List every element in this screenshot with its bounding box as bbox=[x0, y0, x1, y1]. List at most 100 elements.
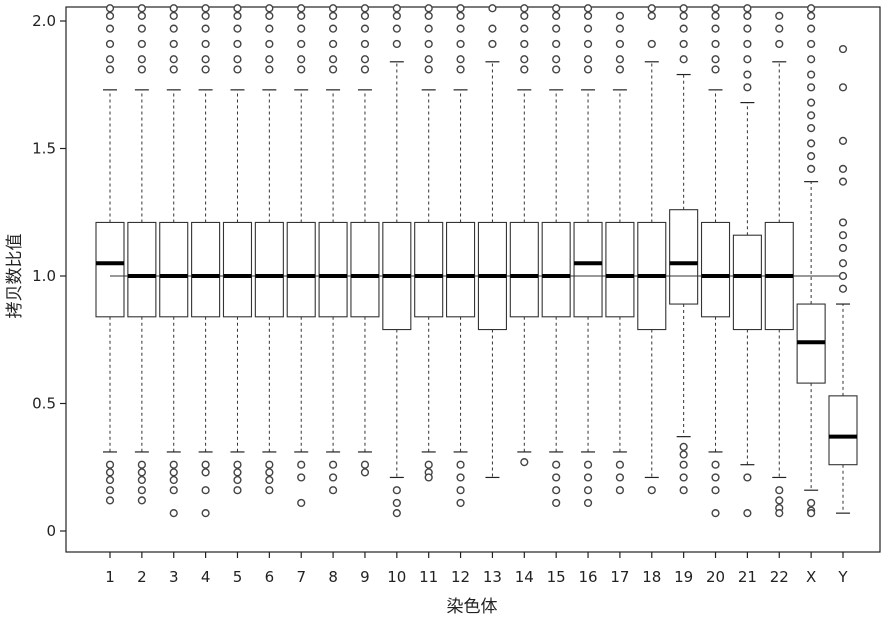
outlier-point bbox=[838, 44, 848, 54]
outlier-point bbox=[520, 55, 529, 64]
y-axis: 0 0.5 1.0 1.5 2.0 bbox=[32, 12, 66, 540]
outlier-point bbox=[743, 473, 752, 482]
outlier-point bbox=[615, 55, 625, 64]
outlier-point bbox=[711, 24, 720, 33]
outlier-point bbox=[711, 486, 720, 495]
outlier-point bbox=[137, 486, 146, 495]
outlier-point bbox=[169, 509, 178, 518]
outlier-point bbox=[233, 65, 242, 74]
outlier-point bbox=[807, 152, 816, 161]
outlier-point bbox=[105, 460, 115, 469]
outlier-point bbox=[328, 486, 338, 495]
outlier-point bbox=[137, 460, 146, 469]
outlier-point bbox=[169, 11, 178, 21]
outlier-point bbox=[297, 473, 306, 482]
outlier-point bbox=[456, 486, 465, 495]
outlier-point bbox=[520, 458, 529, 467]
outlier-point bbox=[711, 65, 720, 74]
outlier-point bbox=[615, 24, 625, 33]
outlier-point bbox=[456, 473, 465, 482]
box-group-3 bbox=[159, 4, 189, 518]
outlier-point bbox=[488, 4, 497, 13]
y-tick-label: 1.0 bbox=[32, 267, 56, 285]
outlier-point bbox=[615, 65, 625, 74]
box-iqr bbox=[541, 221, 571, 318]
y-tick-label: 2.0 bbox=[32, 12, 56, 30]
outlier-point bbox=[360, 11, 370, 21]
outlier-point bbox=[265, 4, 274, 13]
outlier-point bbox=[392, 509, 401, 518]
outlier-point bbox=[583, 39, 593, 49]
outlier-point bbox=[647, 4, 656, 13]
outlier-point bbox=[711, 473, 720, 482]
x-tick-label: 19 bbox=[674, 568, 693, 586]
outlier-point bbox=[265, 460, 274, 469]
box-iqr bbox=[222, 221, 253, 318]
outlier-point bbox=[807, 11, 816, 21]
box-group-19 bbox=[669, 4, 699, 495]
outlier-point bbox=[201, 11, 210, 21]
outlier-point bbox=[169, 24, 178, 33]
outlier-point bbox=[105, 468, 115, 477]
outlier-point bbox=[552, 55, 561, 64]
outlier-point bbox=[679, 473, 688, 482]
box-series bbox=[95, 4, 858, 518]
outlier-point bbox=[360, 4, 370, 13]
box-iqr bbox=[828, 395, 858, 466]
outlier-point bbox=[424, 39, 433, 49]
outlier-point bbox=[520, 11, 529, 21]
outlier-point bbox=[838, 177, 848, 186]
outlier-point bbox=[775, 496, 784, 505]
outlier-point bbox=[838, 284, 848, 293]
outlier-point bbox=[679, 4, 688, 13]
outlier-point bbox=[137, 24, 146, 33]
outlier-point bbox=[169, 4, 178, 13]
outlier-point bbox=[711, 39, 720, 49]
outlier-point bbox=[360, 24, 370, 33]
outlier-point bbox=[201, 39, 210, 49]
box-group-15 bbox=[541, 4, 571, 508]
outlier-point bbox=[807, 124, 816, 133]
outlier-point bbox=[552, 65, 561, 74]
x-tick-label: 18 bbox=[642, 568, 661, 586]
outlier-point bbox=[775, 509, 784, 518]
outlier-point bbox=[105, 55, 115, 64]
outlier-point bbox=[105, 496, 115, 505]
outlier-point bbox=[360, 39, 370, 49]
outlier-point bbox=[456, 55, 465, 64]
outlier-point bbox=[360, 460, 370, 469]
x-tick-label: 12 bbox=[451, 568, 470, 586]
x-tick-label: 5 bbox=[233, 568, 243, 586]
x-tick-label: Y bbox=[837, 568, 848, 586]
x-tick-label: 20 bbox=[706, 568, 725, 586]
outlier-point bbox=[265, 475, 274, 485]
outlier-point bbox=[711, 55, 720, 64]
outlier-point bbox=[583, 65, 593, 74]
x-tick-label: 9 bbox=[360, 568, 370, 586]
box-group-X bbox=[796, 4, 826, 518]
outlier-point bbox=[583, 11, 593, 21]
outlier-point bbox=[775, 486, 784, 495]
outlier-point bbox=[807, 4, 816, 13]
outlier-point bbox=[615, 486, 625, 495]
outlier-point bbox=[105, 39, 115, 49]
outlier-point bbox=[265, 468, 274, 477]
outlier-point bbox=[552, 486, 561, 495]
outlier-point bbox=[552, 11, 561, 21]
box-group-4 bbox=[191, 4, 221, 518]
outlier-point bbox=[233, 4, 242, 13]
outlier-point bbox=[743, 509, 752, 518]
outlier-point bbox=[711, 460, 720, 469]
box-group-9 bbox=[350, 4, 380, 477]
outlier-point bbox=[743, 39, 752, 49]
outlier-point bbox=[328, 55, 338, 64]
outlier-point bbox=[838, 164, 848, 174]
x-tick-label: 16 bbox=[578, 568, 597, 586]
outlier-point bbox=[838, 259, 848, 268]
outlier-point bbox=[583, 498, 593, 508]
box-iqr bbox=[286, 221, 316, 318]
outlier-point bbox=[583, 55, 593, 64]
outlier-point bbox=[838, 83, 848, 92]
